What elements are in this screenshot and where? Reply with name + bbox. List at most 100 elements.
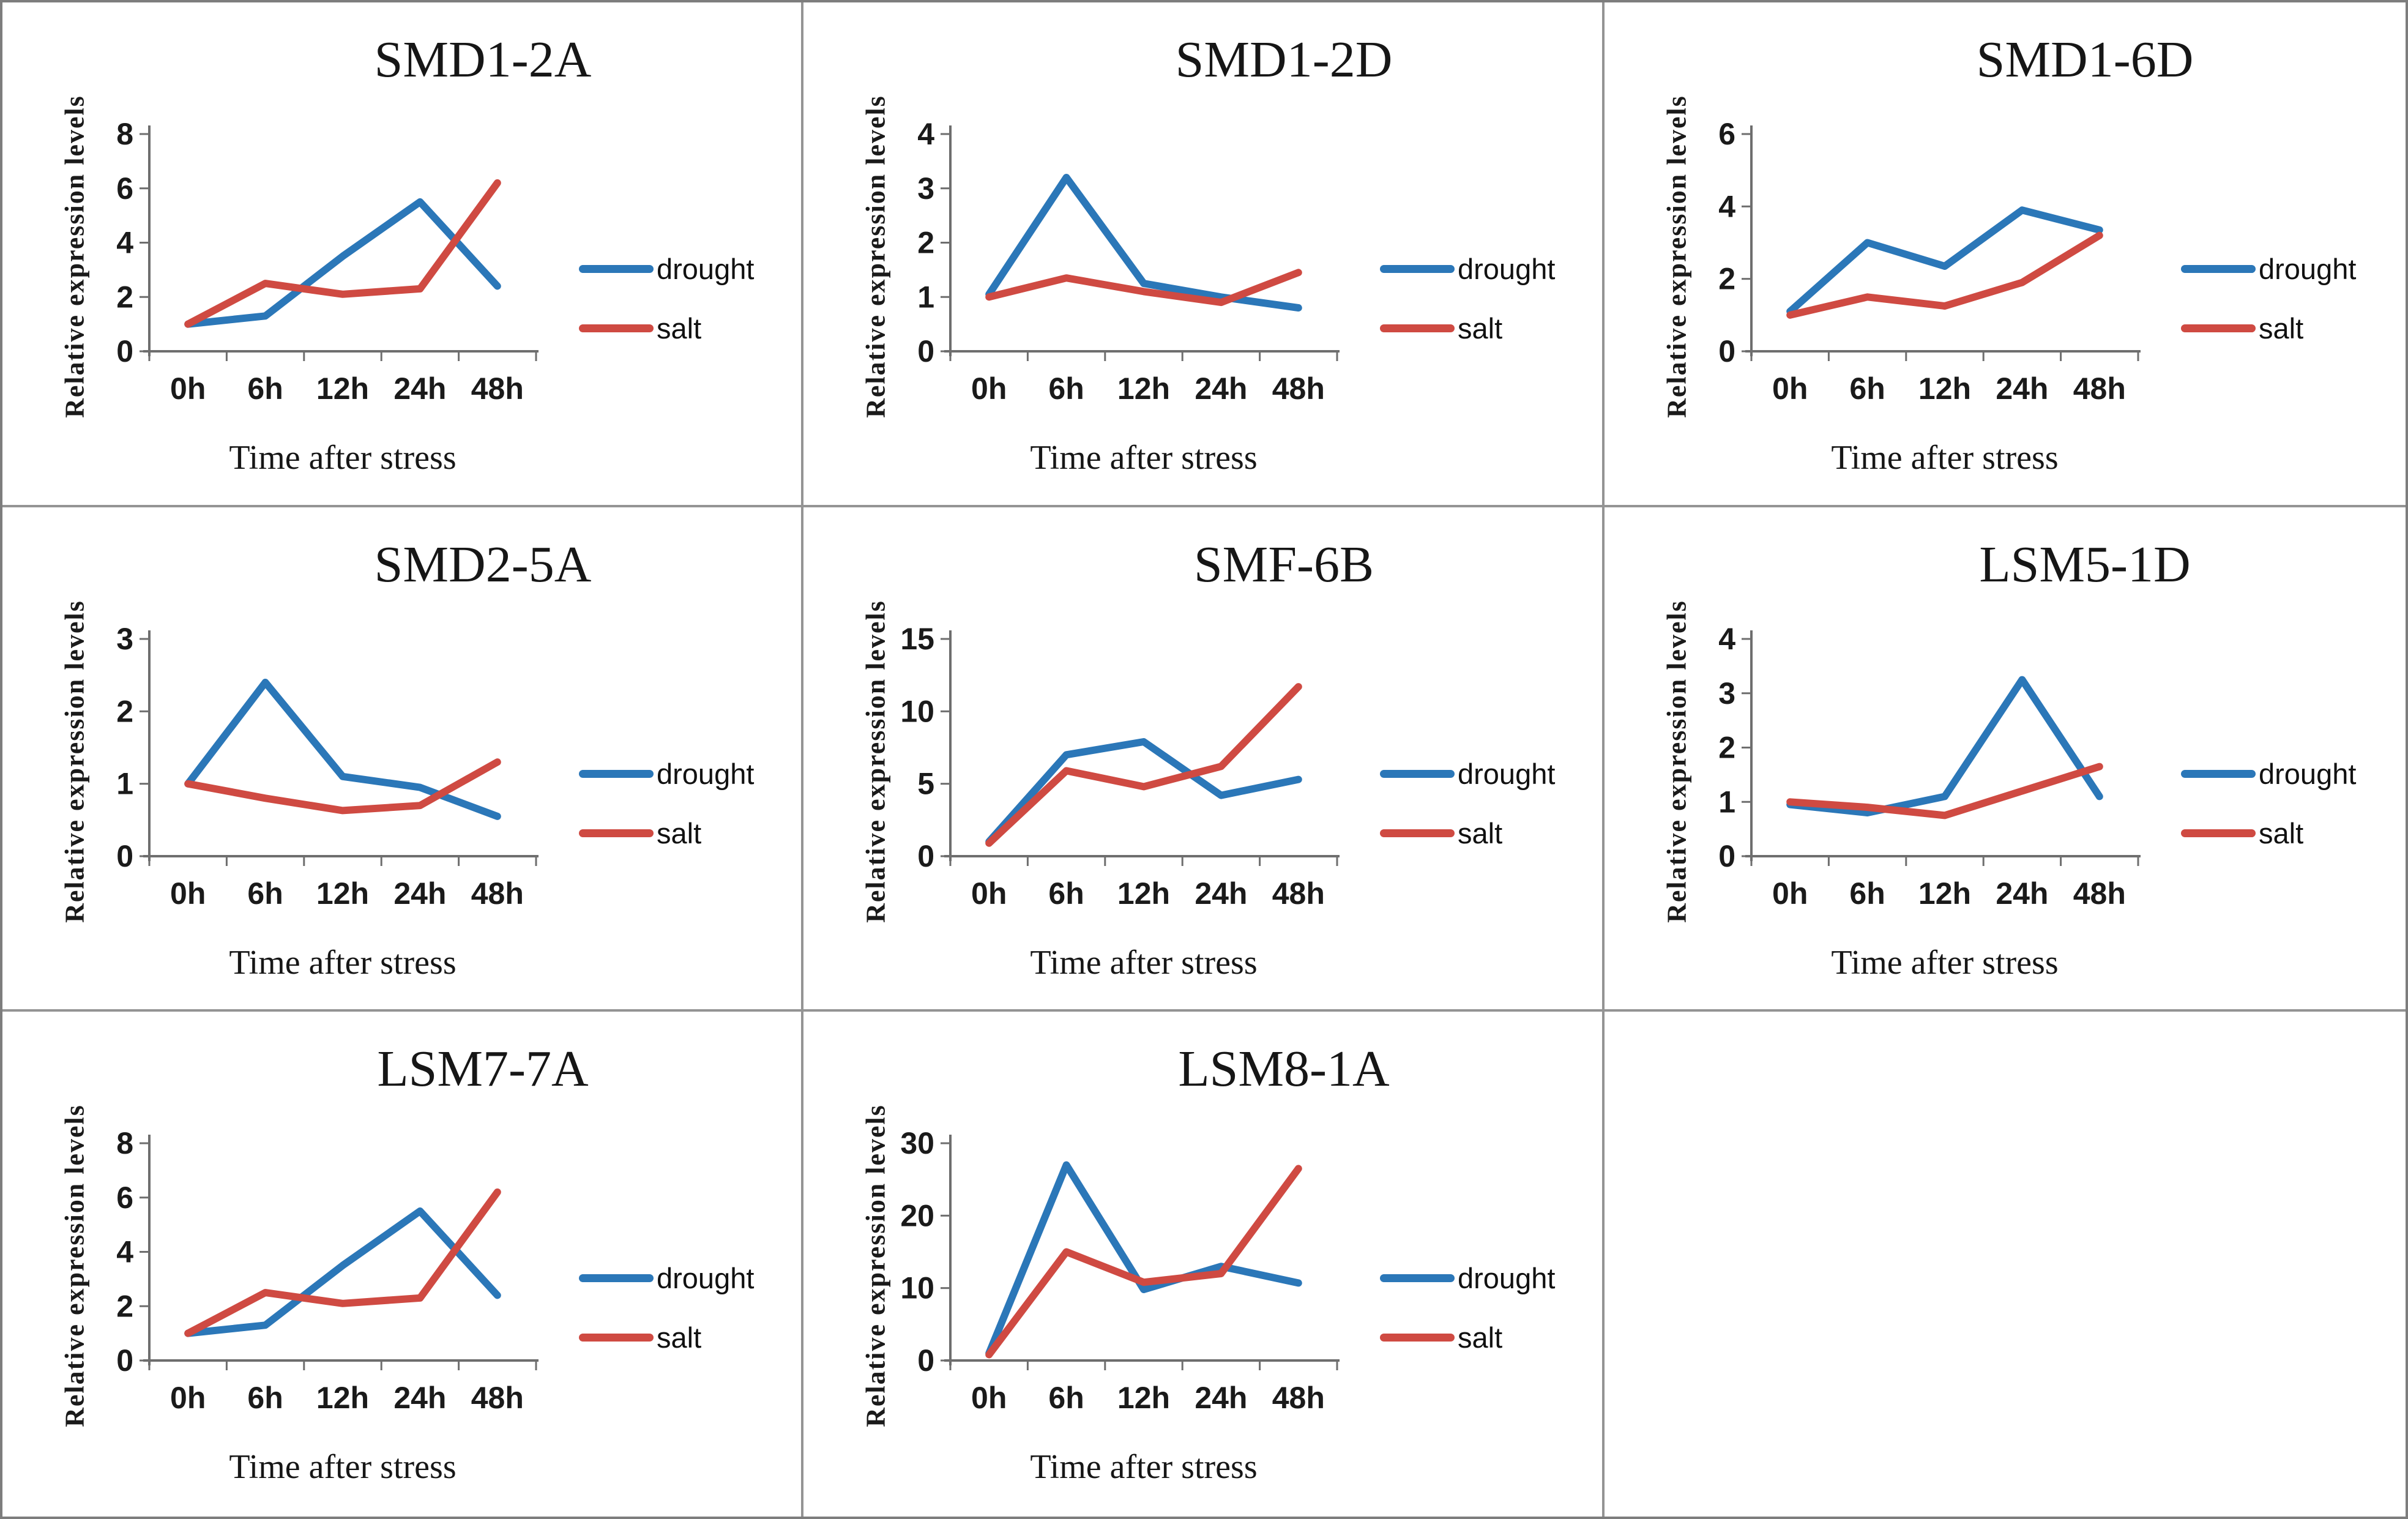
legend-item-drought: drought: [2181, 757, 2356, 791]
x-tick-label: 6h: [247, 371, 283, 406]
plot-area: 0 1 2 3 0h 6h 12h 24h 48h: [116, 622, 539, 911]
series-line-drought: [184, 198, 501, 328]
legend-line-swatch: [579, 324, 654, 332]
x-tick-label: 6h: [1849, 371, 1885, 406]
chart-title: LSM8-1A: [1178, 1040, 1390, 1098]
legend-label: drought: [1458, 1262, 1556, 1295]
x-tick-label: 48h: [1272, 371, 1325, 406]
legend: drought salt: [1380, 1261, 1555, 1354]
legend-line-swatch: [579, 1334, 654, 1342]
legend-label: drought: [2259, 757, 2357, 790]
x-tick-label: 6h: [1048, 1381, 1084, 1415]
legend-item-drought: drought: [1380, 252, 1555, 286]
legend-line-swatch: [2181, 265, 2256, 273]
y-tick-label: 0: [1718, 839, 1735, 873]
x-axis-label: Time after stress: [229, 943, 457, 982]
y-tick-label: 3: [917, 171, 934, 206]
x-tick-label: 48h: [2073, 371, 2126, 406]
chart-title: SMD1-2A: [374, 31, 592, 88]
x-tick-label: 24h: [1195, 371, 1247, 406]
legend-label: drought: [2259, 253, 2357, 285]
y-axis-label: Relative expression levels: [860, 95, 891, 418]
legend-label: drought: [1458, 757, 1556, 790]
y-tick-label: 0: [1718, 334, 1735, 368]
y-tick-label: 1: [1718, 785, 1735, 819]
y-tick-label: 20: [900, 1199, 934, 1233]
legend-item-drought: drought: [1380, 1261, 1555, 1295]
series-line-drought: [184, 678, 501, 820]
y-axis-label: Relative expression levels: [59, 1104, 90, 1428]
x-tick-label: 0h: [1772, 876, 1808, 911]
chart-title: LSM5-1D: [1979, 536, 2191, 593]
series-line-salt: [184, 758, 501, 815]
series-line-drought: [985, 1161, 1302, 1357]
legend-item-drought: drought: [579, 252, 754, 286]
y-tick-label: 1: [917, 280, 934, 314]
legend-line-swatch: [579, 769, 654, 778]
series-line-drought: [1786, 676, 2103, 816]
x-tick-label: 0h: [971, 876, 1007, 911]
legend-label: salt: [657, 816, 702, 849]
y-axis-label: Relative expression levels: [1661, 95, 1692, 418]
chart-title: SMD2-5A: [374, 536, 592, 593]
legend-item-drought: drought: [2181, 252, 2356, 286]
y-tick-label: 15: [900, 622, 934, 656]
x-tick-label: 12h: [1117, 1381, 1170, 1415]
legend-label: drought: [657, 253, 755, 285]
x-axis-label: Time after stress: [1030, 439, 1258, 477]
chart-panel-SMD1-2D: SMD1-2D Relative expression levels 0 1 2 3 4…: [803, 2, 1605, 507]
y-tick-label: 8: [116, 1126, 133, 1160]
legend-line-swatch: [579, 1274, 654, 1283]
y-axis-label: Relative expression levels: [59, 599, 90, 923]
legend-line-swatch: [1380, 1334, 1455, 1342]
plot-area: 0 1 2 3 4 0h 6h 12h 24h 48h: [1718, 622, 2141, 911]
legend: drought salt: [2181, 252, 2356, 345]
series-line-salt: [1786, 763, 2103, 819]
legend: drought salt: [579, 1261, 754, 1354]
x-tick-label: 24h: [1996, 876, 2048, 911]
x-tick-label: 0h: [1772, 371, 1808, 406]
series-line-drought: [985, 174, 1302, 312]
y-axis-label: Relative expression levels: [860, 1104, 891, 1428]
x-tick-label: 12h: [1918, 371, 1971, 406]
x-tick-label: 12h: [316, 1381, 369, 1415]
legend-line-swatch: [2181, 324, 2256, 332]
legend-label: salt: [2259, 312, 2304, 345]
series-line-drought: [184, 1207, 501, 1337]
series-line-salt: [985, 1165, 1302, 1359]
x-tick-label: 6h: [247, 1381, 283, 1415]
series-line-salt: [985, 682, 1302, 847]
x-tick-label: 48h: [1272, 1381, 1325, 1415]
legend-label: drought: [657, 1262, 755, 1295]
x-tick-label: 12h: [316, 876, 369, 911]
x-tick-label: 6h: [1849, 876, 1885, 911]
x-tick-label: 24h: [393, 371, 446, 406]
legend-item-salt: salt: [579, 816, 754, 850]
legend-line-swatch: [1380, 324, 1455, 332]
y-tick-label: 3: [1718, 676, 1735, 710]
legend-item-salt: salt: [1380, 1321, 1555, 1354]
legend-label: salt: [657, 1321, 702, 1354]
y-tick-label: 3: [116, 622, 133, 656]
legend-item-salt: salt: [1380, 816, 1555, 850]
y-tick-label: 0: [116, 839, 133, 873]
y-tick-label: 30: [900, 1126, 934, 1160]
x-tick-label: 24h: [393, 876, 446, 911]
x-tick-label: 24h: [1996, 371, 2048, 406]
legend-item-salt: salt: [1380, 312, 1555, 345]
legend-line-swatch: [579, 265, 654, 273]
x-tick-label: 12h: [1117, 371, 1170, 406]
series-line-salt: [184, 179, 501, 328]
y-axis-label: Relative expression levels: [1661, 599, 1692, 923]
y-tick-label: 4: [1718, 189, 1735, 223]
series-line-drought: [1786, 206, 2103, 315]
x-tick-label: 6h: [247, 876, 283, 911]
x-tick-label: 48h: [1272, 876, 1325, 911]
legend: drought salt: [579, 757, 754, 850]
legend-item-salt: salt: [2181, 816, 2356, 850]
series-line-salt: [1786, 231, 2103, 319]
y-tick-label: 8: [116, 117, 133, 151]
